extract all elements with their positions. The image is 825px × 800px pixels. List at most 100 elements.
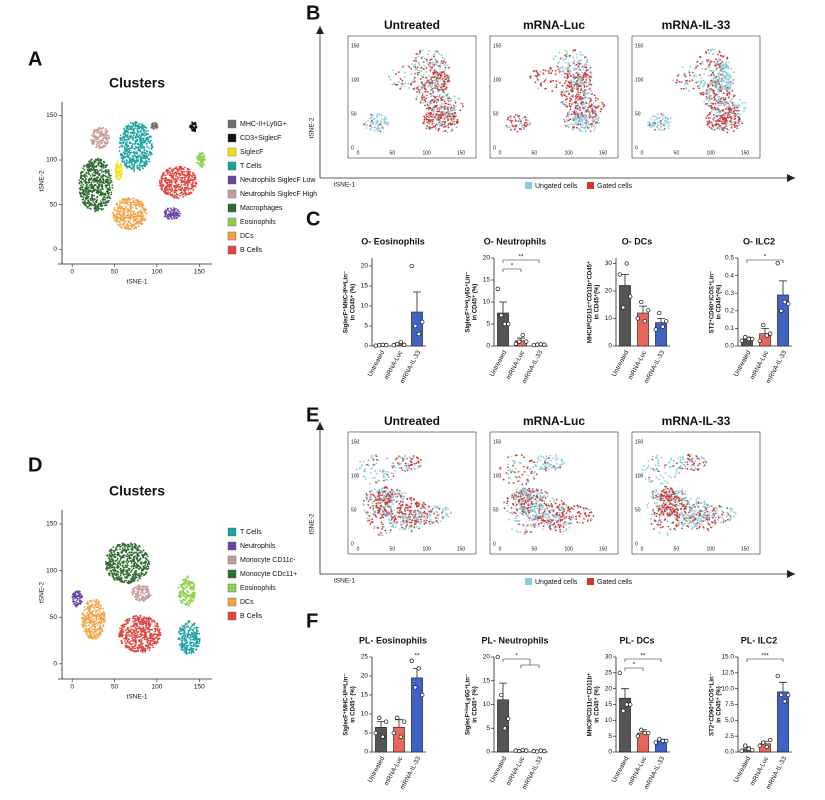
cell-dot	[122, 206, 124, 208]
cell-dot	[100, 616, 102, 618]
cell-dot	[190, 597, 192, 599]
cell-dot	[143, 126, 145, 128]
cell-dot	[142, 599, 144, 601]
cell-dot	[102, 181, 104, 183]
cell-dot	[141, 640, 143, 642]
cell-dot	[100, 607, 102, 609]
cell-dot	[118, 544, 120, 546]
cell-dot	[426, 67, 428, 69]
cell-dot	[132, 166, 134, 168]
cell-dot	[75, 604, 77, 606]
cell-dot	[167, 208, 169, 210]
cell-dot	[85, 628, 87, 630]
cell-dot	[196, 633, 198, 635]
cell-dot	[91, 614, 93, 616]
cell-dot	[433, 76, 435, 78]
cell-dot	[195, 126, 197, 128]
cell-dot	[117, 178, 119, 180]
cell-dot	[121, 139, 123, 141]
cell-dot	[156, 123, 158, 125]
cell-dot	[108, 169, 110, 171]
cell-dot	[78, 593, 80, 595]
legend-swatch	[228, 190, 236, 198]
cell-dot	[92, 166, 94, 168]
cell-dot	[193, 122, 195, 124]
cell-dot	[111, 184, 113, 186]
cell-dot	[96, 186, 98, 188]
cell-dot	[146, 558, 148, 560]
cell-dot	[116, 576, 118, 578]
cell-dot	[120, 226, 122, 228]
cell-dot	[147, 564, 149, 566]
cell-dot	[142, 165, 144, 167]
cell-dot	[139, 566, 141, 568]
cell-dot	[86, 612, 88, 614]
cell-dot	[100, 200, 102, 202]
cell-dot	[126, 619, 128, 621]
cell-dot	[82, 199, 84, 201]
cell-dot	[140, 562, 142, 564]
cell-dot	[136, 566, 138, 568]
cell-dot	[119, 137, 121, 139]
x-tick-label: 100	[422, 150, 431, 156]
cell-dot	[119, 147, 121, 149]
cell-dot	[170, 194, 172, 196]
cell-dot	[137, 132, 139, 134]
cell-dot	[450, 131, 452, 133]
cell-dot	[109, 562, 111, 564]
cell-dot	[94, 607, 96, 609]
cell-dot	[96, 129, 98, 131]
cell-dot	[189, 583, 191, 585]
cell-dot	[74, 601, 76, 603]
cell-dot	[178, 596, 180, 598]
cell-dot	[129, 126, 131, 128]
cell-dot	[429, 66, 431, 68]
cell-dot	[121, 200, 123, 202]
cell-dot	[123, 223, 125, 225]
cell-dot	[97, 177, 99, 179]
cell-dot	[92, 632, 94, 634]
cell-dot	[143, 155, 145, 157]
cell-dot	[115, 217, 117, 219]
cell-dot	[125, 569, 127, 571]
cell-dot	[139, 206, 141, 208]
cell-dot	[154, 625, 156, 627]
cell-dot	[91, 177, 93, 179]
cell-dot	[444, 76, 446, 78]
cell-dot	[94, 202, 96, 204]
cell-dot	[437, 83, 439, 85]
cell-dot	[127, 134, 129, 136]
cell-dot	[184, 600, 186, 602]
legend-label: Neutrophils SiglecF High	[240, 191, 317, 198]
cell-dot	[161, 187, 163, 189]
cell-dot	[101, 615, 103, 617]
cell-dot	[190, 628, 192, 630]
cell-dot	[424, 88, 426, 90]
cell-dot	[139, 546, 141, 548]
cell-dot	[125, 217, 127, 219]
cell-dot	[173, 179, 175, 181]
cell-dot	[415, 98, 417, 100]
cell-dot	[426, 60, 428, 62]
x-axis-label: tSNE-1	[127, 279, 148, 286]
cell-dot	[133, 631, 135, 633]
cell-dot	[132, 548, 134, 550]
cell-dot	[174, 217, 176, 219]
cell-dot	[84, 619, 86, 621]
cell-dot	[170, 210, 172, 212]
cell-dot	[134, 634, 136, 636]
cell-dot	[103, 617, 105, 619]
cell-dot	[117, 160, 119, 162]
cell-dot	[138, 125, 140, 127]
cell-dot	[445, 95, 447, 97]
cell-dot	[122, 624, 124, 626]
cell-dot	[197, 630, 199, 632]
cell-dot	[81, 613, 83, 615]
cell-dot	[114, 578, 116, 580]
cell-dot	[110, 177, 112, 179]
cell-dot	[78, 603, 80, 605]
cell-dot	[151, 621, 153, 623]
legend-label: Macrophages	[240, 205, 283, 212]
cell-dot	[128, 639, 130, 641]
cell-dot	[203, 164, 205, 166]
